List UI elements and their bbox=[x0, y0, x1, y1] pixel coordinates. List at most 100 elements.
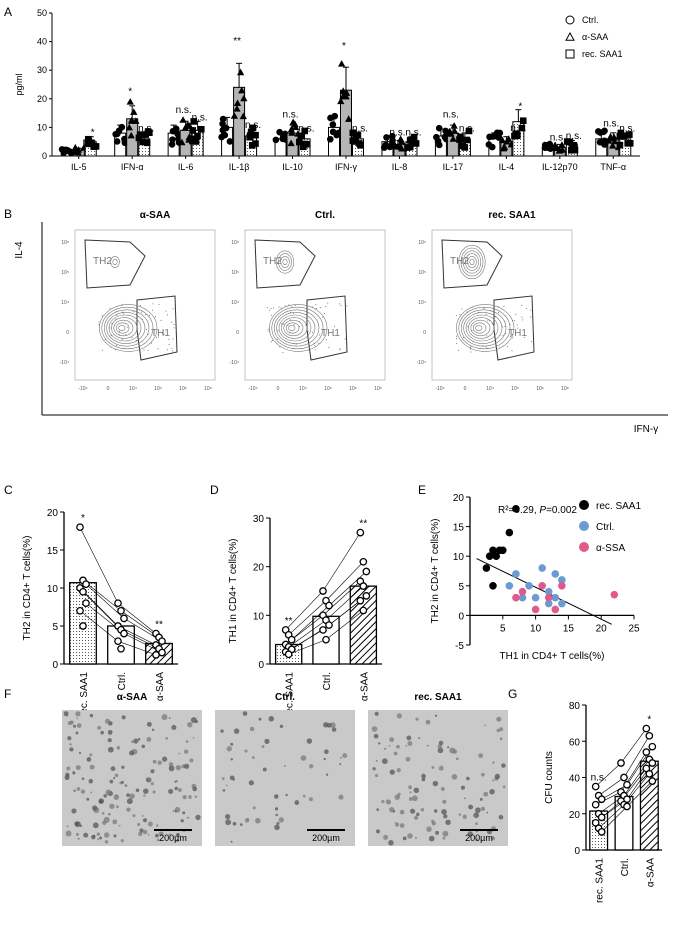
data-point bbox=[412, 140, 420, 147]
data-point bbox=[616, 141, 624, 149]
event-dot bbox=[322, 316, 324, 318]
colony-dot bbox=[190, 717, 197, 724]
event-dot bbox=[311, 306, 313, 308]
colony-dot bbox=[225, 784, 228, 787]
colony-dot bbox=[481, 772, 485, 777]
colony-dot bbox=[195, 814, 201, 821]
colony-dot bbox=[180, 819, 184, 823]
event-dot bbox=[126, 326, 128, 328]
data-point bbox=[112, 130, 119, 138]
event-dot bbox=[344, 338, 346, 340]
panel-b-flow-plots: IL-4 IFN-γ α-SAA 10⁶ 10⁵ 10⁴ 0 -10⁴ -10⁴ 0 10⁴ 10⁵ 1… bbox=[14, 210, 668, 435]
th2-gate bbox=[84, 239, 146, 289]
colony-dot bbox=[78, 751, 82, 755]
colony-dot bbox=[104, 840, 109, 844]
colony-dot bbox=[306, 738, 313, 744]
colony-dot bbox=[76, 787, 81, 791]
colony-dot bbox=[147, 777, 152, 782]
event-dot bbox=[530, 316, 532, 318]
data-point bbox=[118, 123, 126, 131]
colony-dot bbox=[342, 753, 348, 758]
colony-dot bbox=[492, 779, 495, 782]
y-tick-label: 30 bbox=[253, 514, 265, 525]
colony-dot bbox=[323, 757, 326, 761]
data-point bbox=[525, 582, 533, 590]
colony-dot bbox=[408, 797, 413, 801]
x-tick-label: IL-8 bbox=[392, 162, 408, 172]
event-dot bbox=[339, 348, 341, 350]
y-axis-label: CFU counts bbox=[544, 751, 555, 804]
event-dot bbox=[268, 331, 270, 333]
data-point bbox=[325, 601, 333, 610]
panel-label-f: F bbox=[4, 687, 11, 701]
th2-gate bbox=[441, 239, 503, 289]
data-point bbox=[489, 133, 497, 140]
event-dot bbox=[511, 333, 513, 335]
colony-dot bbox=[249, 726, 255, 732]
colony-dot bbox=[428, 835, 435, 842]
event-dot bbox=[278, 306, 280, 308]
colony-dot bbox=[174, 786, 178, 791]
event-dot bbox=[172, 308, 174, 310]
data-point bbox=[236, 68, 245, 76]
data-point bbox=[617, 759, 625, 767]
colony-dot bbox=[467, 831, 473, 837]
colony-dot bbox=[192, 737, 195, 739]
colony-dot bbox=[142, 818, 148, 823]
colony-dot bbox=[458, 813, 462, 816]
colony-dot bbox=[274, 824, 280, 831]
colony-dot bbox=[383, 834, 389, 840]
data-point bbox=[397, 135, 405, 143]
event-dot bbox=[115, 318, 117, 320]
colony-dot bbox=[262, 767, 267, 772]
event-dot bbox=[318, 342, 320, 344]
data-point bbox=[117, 644, 125, 653]
colony-dot bbox=[326, 722, 332, 728]
colony-dot bbox=[147, 833, 150, 836]
data-point bbox=[538, 564, 546, 572]
y-axis-label: IL-4 bbox=[14, 241, 25, 259]
colony-dot bbox=[285, 793, 288, 797]
sig-label: n.s. bbox=[405, 127, 421, 138]
legend-marker bbox=[579, 521, 589, 531]
colony-dot bbox=[178, 752, 181, 755]
event-dot bbox=[485, 313, 487, 315]
event-dot bbox=[98, 323, 100, 325]
colony-dot bbox=[483, 791, 489, 797]
colony-dot bbox=[480, 806, 486, 811]
x-tick-label: IL-6 bbox=[178, 162, 194, 172]
contour-line bbox=[99, 304, 158, 352]
event-dot bbox=[98, 321, 100, 323]
sig-label: n.s. bbox=[459, 124, 475, 135]
contour-line bbox=[112, 258, 118, 266]
event-dot bbox=[266, 307, 268, 309]
colony-dot bbox=[408, 785, 412, 790]
colony-dot bbox=[385, 799, 391, 805]
colony-dot bbox=[501, 763, 506, 768]
data-point bbox=[356, 596, 365, 605]
colony-dot bbox=[426, 826, 432, 832]
data-point bbox=[389, 137, 396, 144]
event-dot bbox=[509, 335, 511, 337]
colony-dot bbox=[66, 825, 69, 828]
event-dot bbox=[339, 349, 341, 351]
colony-dot bbox=[325, 835, 328, 838]
contour-line bbox=[282, 258, 288, 266]
contour-line bbox=[276, 312, 316, 344]
x-tick-label: IL-10 bbox=[282, 162, 303, 172]
event-dot bbox=[516, 324, 518, 326]
data-point bbox=[570, 142, 578, 149]
data-point bbox=[295, 138, 303, 146]
y-tick-label: 0 bbox=[236, 330, 239, 336]
colony-dot bbox=[108, 813, 111, 816]
event-dot bbox=[459, 314, 461, 316]
legend-label: α-SSA bbox=[596, 543, 625, 554]
event-dot bbox=[168, 343, 170, 345]
data-point bbox=[126, 98, 134, 105]
event-dot bbox=[333, 335, 335, 337]
data-point bbox=[178, 138, 186, 146]
colony-dot bbox=[475, 807, 481, 813]
data-point bbox=[287, 139, 295, 147]
colony-dot bbox=[268, 716, 275, 722]
event-dot bbox=[167, 314, 169, 316]
